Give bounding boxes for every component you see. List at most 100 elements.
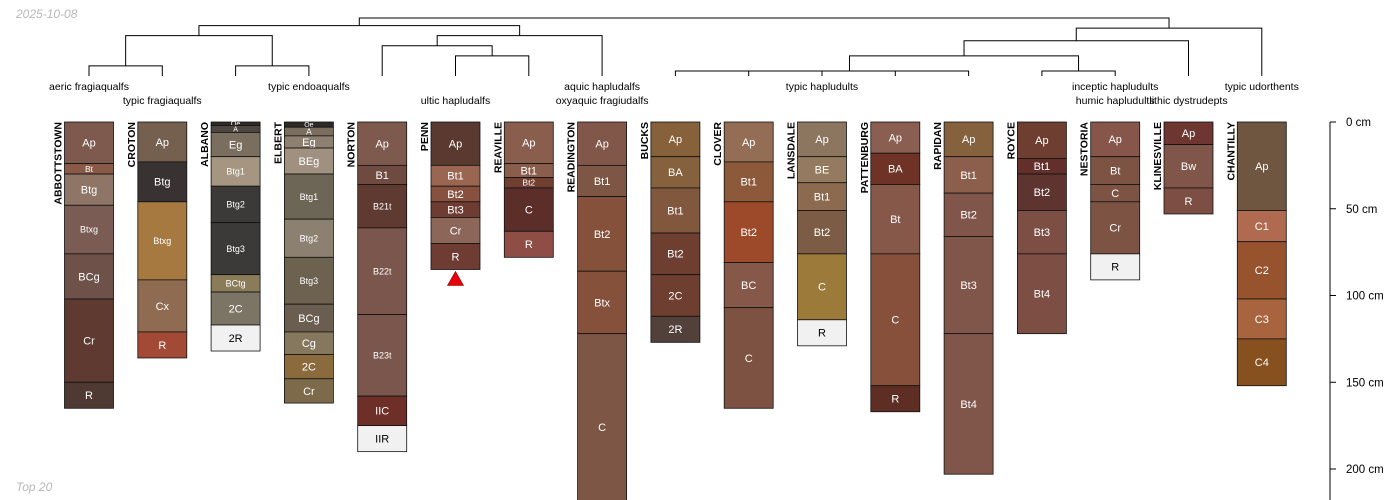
horizon-label: Bt xyxy=(890,214,900,226)
profile-name: KLINESVILLE xyxy=(1152,122,1164,190)
horizon xyxy=(870,121,921,154)
horizon-label: Cr xyxy=(303,386,315,398)
horizon-label: Ap xyxy=(1182,128,1195,140)
horizon-label: C1 xyxy=(1255,221,1269,233)
horizon-label: Cr xyxy=(83,335,95,347)
horizon-label: Ap xyxy=(889,132,902,144)
horizon-label: Btg2 xyxy=(300,233,319,243)
depth-axis: 0 cm 50 cm 100 cm 150 cm 200 cm xyxy=(1329,117,1384,500)
profile-klinesville: Ap Bw R KLINESVILLE xyxy=(1152,121,1214,215)
horizon-label: Bt1 xyxy=(447,171,464,183)
horizon-label: Ap xyxy=(82,138,95,150)
horizon xyxy=(64,121,114,165)
horizon-label: Btxg xyxy=(153,236,171,246)
horizon xyxy=(1017,121,1067,159)
taxon-label: typic udorthents xyxy=(1225,81,1299,93)
horizon xyxy=(943,156,994,194)
horizon-label: Bt3 xyxy=(447,204,464,216)
horizon-label: Btg xyxy=(154,177,171,189)
horizon xyxy=(1236,241,1287,300)
horizon-label: Btg1 xyxy=(300,192,319,202)
horizon-label: B1 xyxy=(375,170,388,182)
profile-name: NORTON xyxy=(346,122,358,167)
horizon-label: C xyxy=(598,422,606,434)
profile-clover: Ap Bt1 Bt2 BC C CLOVER xyxy=(712,122,774,409)
horizon-label: BCg xyxy=(78,271,99,283)
dendrogram-branch xyxy=(358,17,1170,29)
horizon-label: R xyxy=(1185,196,1193,208)
horizon-label: Bt3 xyxy=(1034,227,1051,239)
horizon xyxy=(357,314,408,397)
horizon xyxy=(503,230,554,258)
horizon-label: Eg xyxy=(302,137,315,149)
horizon xyxy=(1090,156,1141,185)
dendrogram xyxy=(88,17,1263,76)
horizon-label: B22t xyxy=(373,266,392,276)
horizon-label: Cx xyxy=(156,301,170,313)
profile-chantilly: Ap C1 C2 C3 C4 CHANTILLY xyxy=(1225,121,1287,387)
horizon-label: Bt2 xyxy=(667,249,684,261)
taxon-label: lithic dystrudepts xyxy=(1149,95,1227,107)
dendrogram-branch xyxy=(963,40,1189,76)
horizon-label: BCtg xyxy=(226,279,246,289)
horizon xyxy=(210,324,261,352)
horizon-label: BC xyxy=(741,280,756,292)
horizon-label: B23t xyxy=(373,351,392,361)
horizon-label: Oe xyxy=(231,121,240,128)
horizon-label: Bt1 xyxy=(960,170,977,182)
horizon xyxy=(137,161,188,203)
horizon-label: C4 xyxy=(1255,357,1269,369)
dendrogram-branch xyxy=(88,65,163,76)
horizon-label: Btx xyxy=(594,297,610,309)
horizon xyxy=(797,210,847,255)
soil-profiles: Ap Bt Btg Btxg BCg Cr R ABBOTTSTOWN Ap Btg Btxg Cx R… xyxy=(53,121,1287,500)
horizon-label: 2C xyxy=(229,303,243,315)
horizon-label: C xyxy=(525,204,533,216)
horizon-label: Bt2 xyxy=(522,178,535,188)
horizon xyxy=(283,173,334,220)
depth-tick-label: 200 cm xyxy=(1346,464,1384,476)
horizon xyxy=(1236,338,1287,387)
dendrogram-branch xyxy=(381,45,493,76)
taxon-label: humic hapludults xyxy=(1076,95,1155,107)
horizon xyxy=(430,243,481,270)
horizon xyxy=(1236,121,1287,211)
horizon xyxy=(430,217,481,244)
dendrogram-branch xyxy=(848,55,1080,71)
horizon-label: Ap xyxy=(962,134,975,146)
horizon-label: Ap xyxy=(449,139,462,151)
horizon-label: Btg3 xyxy=(300,276,319,286)
profile-name: NESTORIA xyxy=(1079,122,1091,176)
horizon-label: C xyxy=(891,315,899,327)
horizon-label: Bt2 xyxy=(447,189,464,201)
horizon-label: Bt1 xyxy=(521,165,538,177)
profile-pattenburg: Ap BA Bt C R PATTENBURG xyxy=(859,121,921,413)
profile-name: LANSDALE xyxy=(786,122,798,179)
profile-abbottstown: Ap Bt Btg Btxg BCg Cr R ABBOTTSTOWN xyxy=(53,121,114,409)
horizon-label: Bt2 xyxy=(594,229,611,241)
horizon-label: R xyxy=(818,328,826,340)
horizon xyxy=(870,385,921,413)
horizon-label: Ap xyxy=(1255,161,1268,173)
horizon-label: Bt1 xyxy=(594,176,611,188)
horizon-label: C xyxy=(1111,188,1119,200)
horizon-label: Eg xyxy=(229,139,242,151)
horizon xyxy=(650,121,701,158)
horizon xyxy=(137,279,188,333)
profile-nestoria: Ap Bt C Cr R NESTORIA xyxy=(1079,122,1141,281)
dendrogram-branch xyxy=(894,70,970,76)
horizon xyxy=(577,196,627,272)
taxon-label: typic fragiaqualfs xyxy=(123,95,202,107)
horizon xyxy=(943,333,994,475)
horizon-label: Ap xyxy=(1108,134,1121,146)
horizon xyxy=(283,256,334,305)
horizon xyxy=(577,333,627,500)
horizon-label: Cr xyxy=(1109,223,1121,235)
horizon-label: Ap xyxy=(595,139,608,151)
horizon xyxy=(723,161,774,203)
horizon xyxy=(577,121,627,166)
horizon-label: R xyxy=(158,340,166,352)
taxon-label: oxyaquic fragiudalfs xyxy=(556,95,649,107)
